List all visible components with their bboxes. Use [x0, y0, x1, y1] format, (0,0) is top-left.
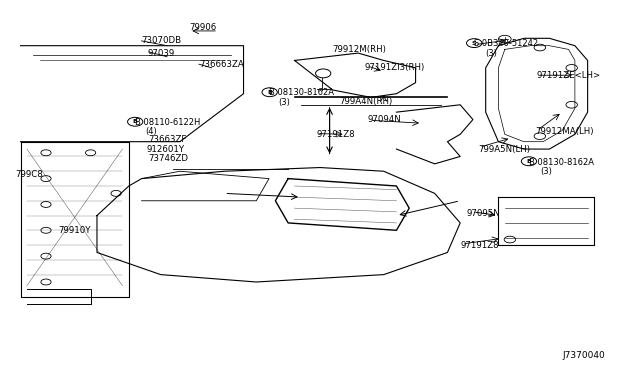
- Text: (3): (3): [486, 49, 497, 58]
- Text: 736663ZA: 736663ZA: [199, 60, 244, 70]
- Text: B: B: [527, 159, 531, 164]
- Text: B: B: [132, 119, 138, 124]
- Text: 97095N: 97095N: [467, 209, 500, 218]
- Text: 73663ZF: 73663ZF: [148, 135, 186, 144]
- Text: 79912MA(LH): 79912MA(LH): [536, 127, 594, 136]
- Text: B 08110-6122H: B 08110-6122H: [135, 118, 200, 127]
- Text: 97191Z8: 97191Z8: [317, 130, 355, 139]
- Text: B 08130-8162A: B 08130-8162A: [529, 157, 594, 167]
- Text: 799A4N(RH): 799A4N(RH): [339, 97, 392, 106]
- Text: B 08130-8162A: B 08130-8162A: [269, 89, 334, 97]
- Text: J7370040: J7370040: [562, 350, 605, 360]
- Text: (3): (3): [278, 98, 291, 107]
- Text: 97191ZE<LH>: 97191ZE<LH>: [537, 71, 601, 80]
- Text: 79906: 79906: [189, 23, 216, 32]
- Text: S 0B340-51242: S 0B340-51242: [474, 39, 538, 48]
- Text: 97094N: 97094N: [368, 115, 401, 124]
- Text: (3): (3): [540, 167, 552, 176]
- Text: 799A5N(LH): 799A5N(LH): [478, 145, 530, 154]
- Text: 79910Y: 79910Y: [59, 226, 92, 235]
- Text: 79912M(RH): 79912M(RH): [333, 45, 387, 54]
- Text: 73746ZD: 73746ZD: [148, 154, 188, 163]
- Text: S: S: [472, 41, 477, 46]
- Text: (4): (4): [145, 127, 157, 136]
- Text: B: B: [268, 90, 272, 95]
- Text: 97191ZI3(RH): 97191ZI3(RH): [365, 63, 425, 72]
- Text: 73070DB: 73070DB: [141, 36, 182, 45]
- Text: 912601Y: 912601Y: [147, 145, 185, 154]
- Text: 799C8: 799C8: [15, 170, 43, 179]
- Text: 97191Z8: 97191Z8: [460, 241, 499, 250]
- Text: 97039: 97039: [148, 49, 175, 58]
